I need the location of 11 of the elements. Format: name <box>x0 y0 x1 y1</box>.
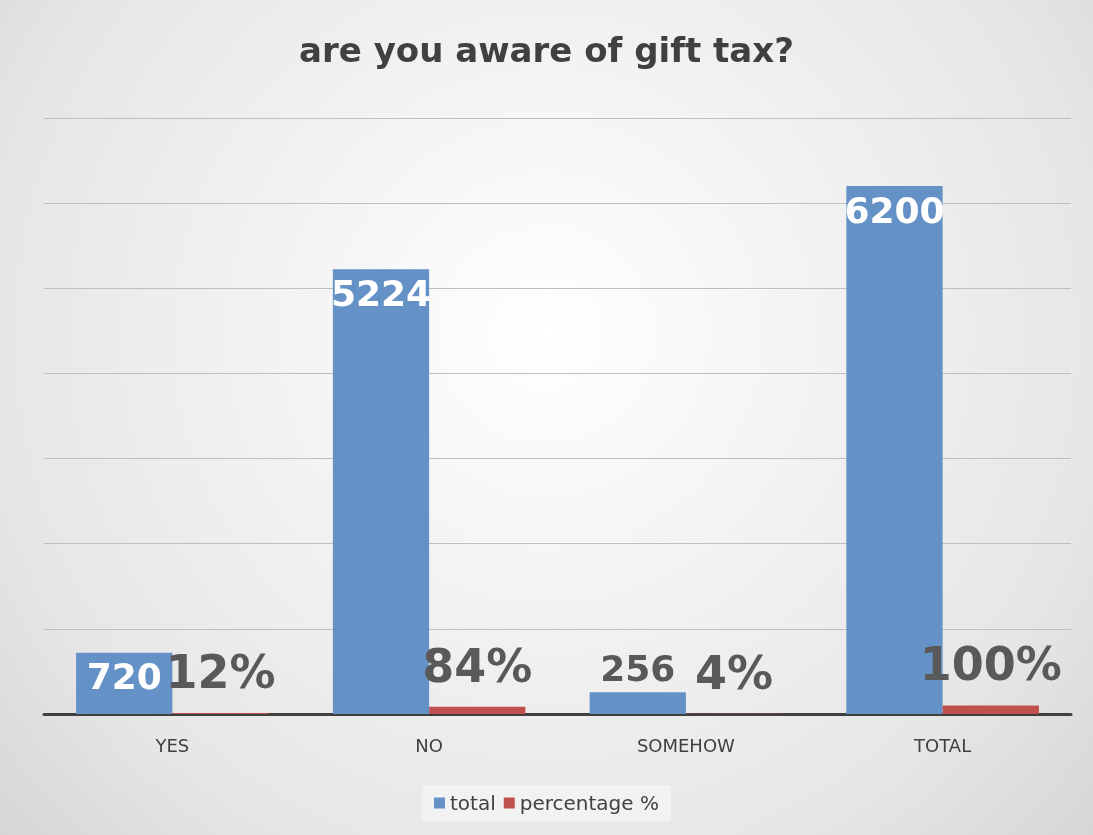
x-tick-label: YES <box>154 734 190 756</box>
chart-title: are you aware of gift tax? <box>299 30 794 70</box>
data-label: 4% <box>694 645 774 700</box>
x-tick-label: SOMEHOW <box>636 734 736 756</box>
data-label: 6200 <box>844 189 945 231</box>
data-label: 720 <box>86 656 162 698</box>
x-tick-label: NO <box>415 734 443 756</box>
x-tick-label: TOTAL <box>913 734 972 756</box>
legend-label: total <box>450 791 496 815</box>
data-label: 256 <box>600 647 676 689</box>
legend-label: percentage % <box>519 791 659 815</box>
